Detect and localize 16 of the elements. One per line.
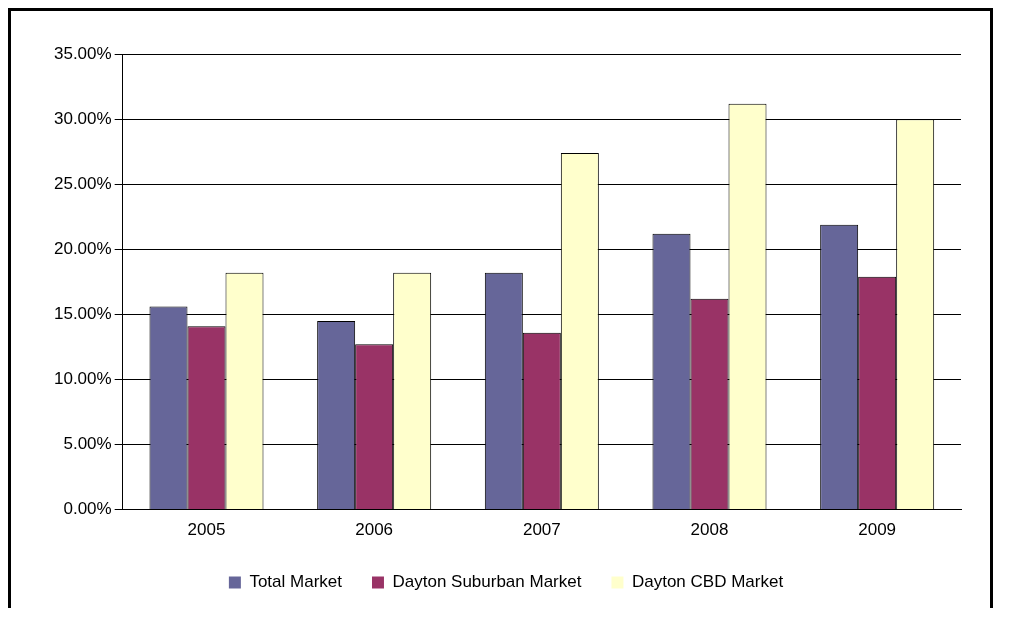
x-tick-label: 2009 xyxy=(858,520,897,540)
y-tick-label: 30.00% xyxy=(53,108,112,128)
x-tick-label: 2006 xyxy=(355,520,394,540)
legend-label: Total Market xyxy=(249,572,343,592)
legend-label: Dayton CBD Market xyxy=(631,572,784,592)
y-tick-label: 5.00% xyxy=(63,434,112,454)
y-tick-label: 35.00% xyxy=(53,43,112,63)
y-tick-label: 0.00% xyxy=(63,499,112,519)
x-tick-label: 2005 xyxy=(187,520,226,540)
x-tick-label: 2008 xyxy=(690,520,729,540)
legend-label: Dayton Suburban Market xyxy=(392,572,582,592)
y-tick-label: 25.00% xyxy=(53,174,112,193)
y-tick-label: 15.00% xyxy=(53,304,112,324)
y-tick-label: 20.00% xyxy=(53,239,112,259)
x-tick-label: 2007 xyxy=(522,520,561,540)
y-tick-label: 10.00% xyxy=(53,369,112,389)
